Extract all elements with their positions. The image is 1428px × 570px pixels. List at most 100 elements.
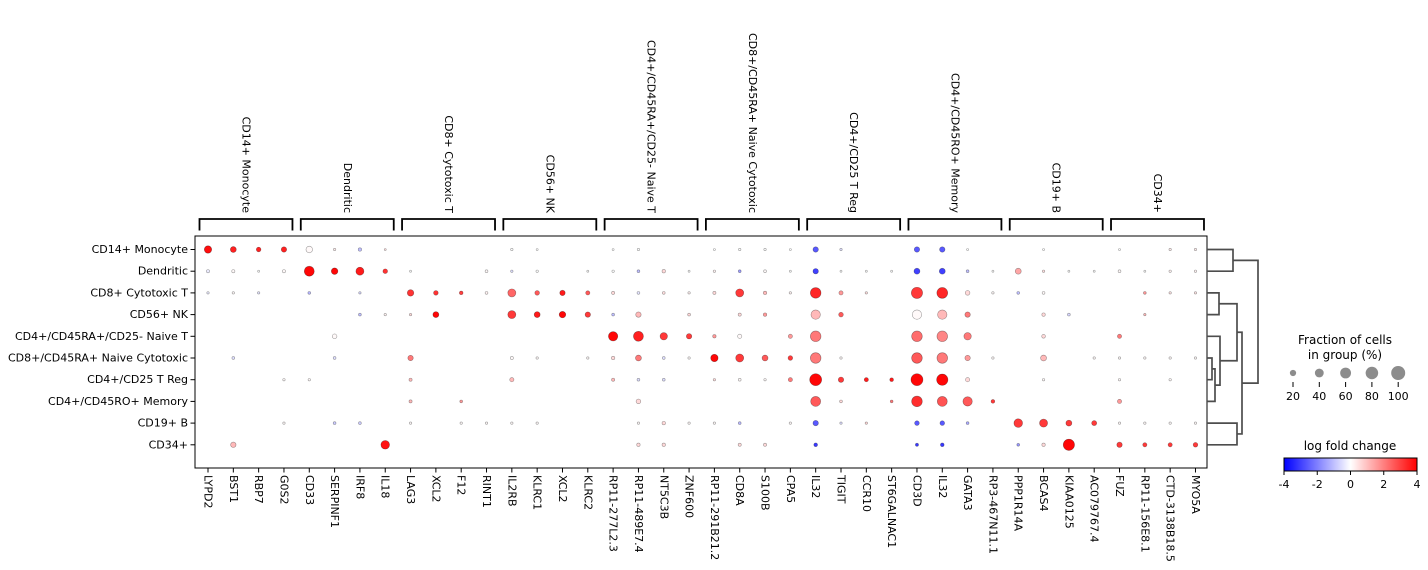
gene-label: RP11-291B21.2	[708, 475, 721, 560]
dot	[991, 291, 995, 295]
dot	[965, 421, 970, 425]
dot	[383, 313, 387, 317]
colorbar-ticks: -4 -2 0 2 4	[1279, 471, 1421, 491]
group-bracket	[502, 218, 598, 231]
dot	[1042, 248, 1045, 251]
dot	[1091, 420, 1098, 426]
dot	[787, 377, 793, 383]
colorbar-tick-label: 0	[1347, 478, 1354, 491]
colorbar-tick-label: 4	[1414, 478, 1421, 491]
dot	[737, 312, 742, 317]
dot	[936, 352, 948, 364]
dendrogram-link	[1207, 335, 1221, 386]
dot	[810, 287, 822, 299]
group-bracket	[299, 218, 395, 231]
gene-label: LYPD2	[202, 475, 215, 509]
gene-label: ZNF600	[683, 475, 696, 518]
group-label: CD19+ B	[1050, 163, 1063, 213]
gene-label: LAG3	[404, 475, 417, 504]
colorbar	[1283, 457, 1418, 472]
dot	[964, 290, 971, 296]
dot	[636, 442, 641, 447]
dot	[939, 246, 946, 253]
dot	[608, 331, 619, 342]
gene-label: CD8A	[733, 475, 746, 506]
dot	[383, 248, 387, 251]
dot	[459, 290, 464, 296]
dot	[1192, 442, 1199, 448]
gene-label: RP3-467N11.1	[986, 475, 999, 554]
dot	[407, 354, 414, 362]
dot	[687, 421, 691, 425]
dot	[763, 269, 767, 273]
gene-label: AC079767.4	[1088, 475, 1101, 543]
dot	[864, 291, 868, 295]
dot	[1168, 356, 1172, 360]
dot	[1168, 378, 1172, 382]
gene-label: NT5C3B	[657, 475, 670, 519]
dot	[1117, 333, 1122, 339]
group-label: CD8+/CD45RA+ Naive Cytotoxic	[746, 33, 759, 213]
gene-label: BST1	[227, 475, 240, 503]
dot	[911, 286, 923, 299]
dot	[507, 288, 517, 298]
dot	[1042, 269, 1046, 273]
dot	[1193, 269, 1197, 273]
dot	[991, 269, 995, 273]
dot	[712, 378, 716, 382]
row-label: CD56+ NK	[130, 308, 189, 321]
dot	[533, 311, 541, 318]
dot	[1168, 421, 1172, 425]
dot	[661, 269, 666, 274]
colorbar-title: log fold change	[1304, 439, 1397, 453]
gene-label: XCL2	[429, 475, 442, 503]
dot	[280, 246, 287, 253]
dot	[380, 440, 390, 450]
dot	[1193, 291, 1197, 295]
group-bracket	[198, 218, 294, 231]
dot	[584, 311, 591, 318]
dot	[712, 334, 717, 339]
dot	[256, 246, 262, 253]
dot	[839, 247, 843, 252]
dot	[737, 442, 742, 447]
dot	[737, 333, 743, 339]
dot	[409, 421, 413, 425]
dot	[331, 333, 338, 339]
dot	[1040, 354, 1047, 362]
dot	[889, 377, 894, 382]
gene-label: IL2RB	[505, 475, 518, 507]
dot	[911, 395, 923, 408]
group-label: CD34+	[1151, 174, 1164, 213]
dot	[1065, 419, 1073, 427]
dot	[864, 421, 868, 425]
size-legend-dots: 20 40 60 80 100	[1286, 366, 1409, 403]
dot	[635, 398, 642, 405]
size-legend-title-line1: Fraction of cells	[1298, 333, 1392, 347]
dot	[865, 269, 868, 273]
dot	[357, 247, 362, 252]
dot	[203, 245, 213, 254]
dot	[738, 378, 742, 382]
colorbar-legend: log fold change -4 -2 0 2 4	[1279, 439, 1421, 491]
size-legend-value: 60	[1339, 390, 1353, 403]
dot	[231, 269, 236, 274]
dot	[911, 330, 923, 342]
dot	[890, 269, 893, 273]
group-label: CD4+/CD25 T Reg	[847, 112, 860, 213]
dendrogram-link	[1233, 259, 1259, 384]
dot	[1092, 269, 1096, 273]
dot	[1117, 398, 1122, 404]
dot	[810, 396, 821, 407]
dot	[510, 269, 514, 273]
row-label: CD4+/CD45RA+/CD25- Naive T	[15, 330, 188, 343]
dot	[1193, 247, 1197, 252]
dot	[936, 287, 949, 299]
dot	[1042, 378, 1046, 382]
dot	[358, 421, 362, 425]
gene-label: KLRC1	[531, 475, 544, 510]
plot-border	[194, 235, 1208, 469]
dot	[509, 377, 515, 383]
dot	[611, 269, 615, 273]
dot	[839, 421, 843, 425]
